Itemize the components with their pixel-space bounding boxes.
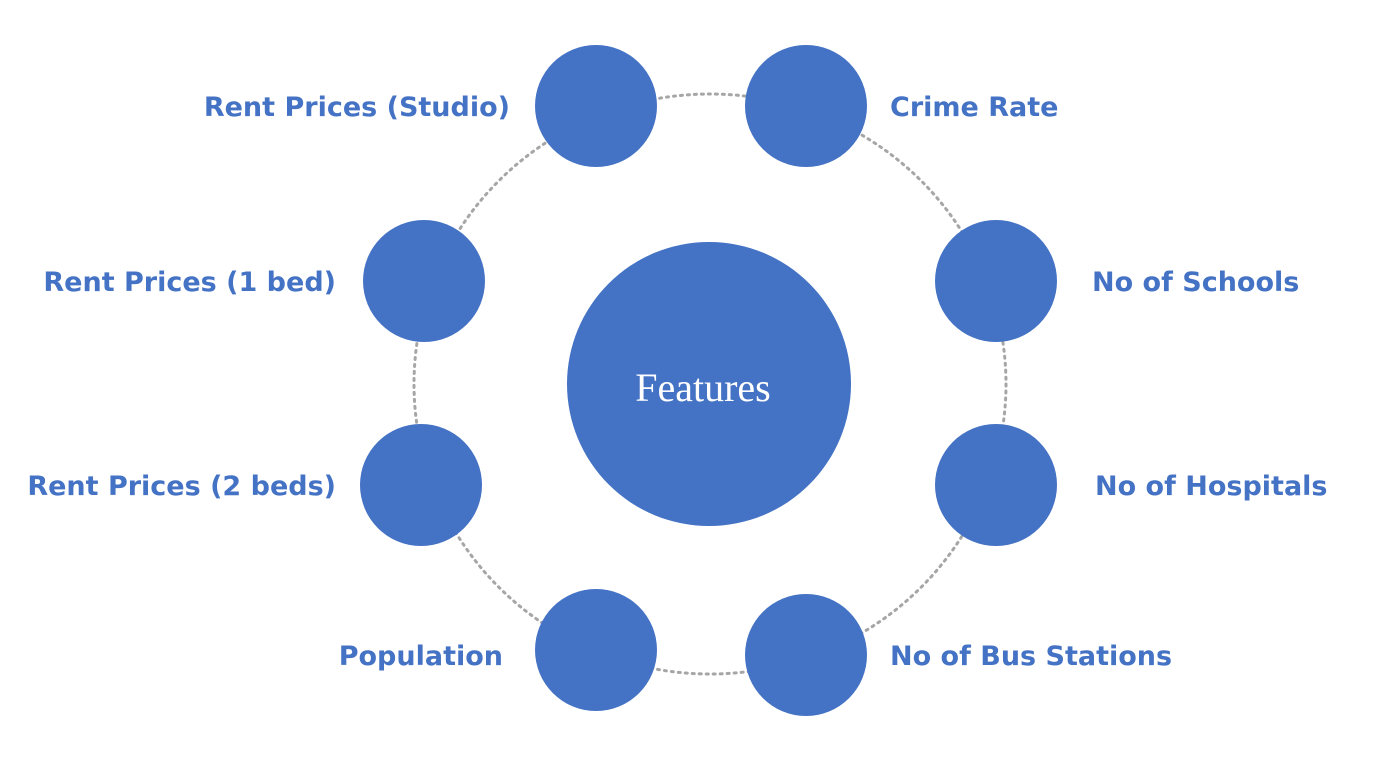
feature-node-schools xyxy=(935,220,1057,342)
feature-node-rent-2-beds xyxy=(360,424,482,546)
feature-node-rent-studio xyxy=(535,45,657,167)
feature-label-crime-rate: Crime Rate xyxy=(890,92,1058,123)
feature-node-bus-stations xyxy=(745,594,867,716)
feature-label-rent-studio: Rent Prices (Studio) xyxy=(204,92,510,123)
dotted-ring xyxy=(412,92,1008,676)
feature-node-crime-rate xyxy=(745,45,867,167)
center-label: Features xyxy=(635,365,771,410)
center-node xyxy=(567,242,851,526)
feature-node-hospitals xyxy=(935,424,1057,546)
feature-label-bus-stations: No of Bus Stations xyxy=(890,641,1172,672)
feature-node-population xyxy=(535,589,657,711)
feature-node-rent-1-bed xyxy=(363,220,485,342)
feature-label-rent-2-beds: Rent Prices (2 beds) xyxy=(27,471,336,502)
feature-label-schools: No of Schools xyxy=(1092,267,1299,298)
feature-label-hospitals: No of Hospitals xyxy=(1095,471,1328,502)
feature-label-population: Population xyxy=(339,641,503,672)
feature-label-rent-1-bed: Rent Prices (1 bed) xyxy=(43,267,336,298)
